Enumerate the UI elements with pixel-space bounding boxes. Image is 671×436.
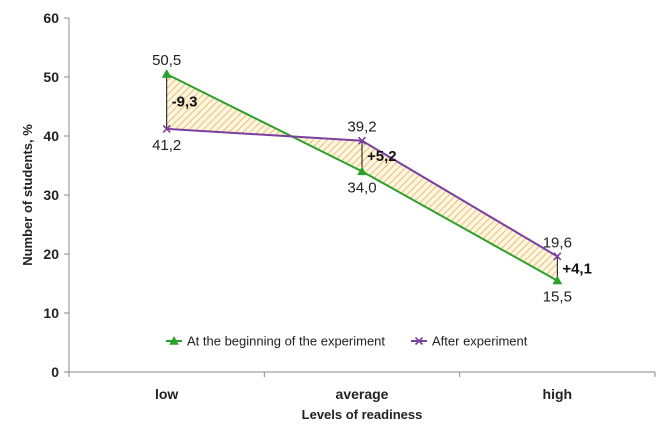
legend-marker-x-stroke-b <box>414 336 424 346</box>
series-1-point <box>357 166 367 176</box>
series-2-point-stroke-b <box>553 252 562 261</box>
y-tick-label: 60 <box>43 10 59 26</box>
series-2-data-label: 41,2 <box>152 137 181 154</box>
series-1-point <box>161 69 172 78</box>
legend-marker-triangle <box>169 335 179 345</box>
difference-label: -9,3 <box>172 93 198 110</box>
legend-label: At the beginning of the experiment <box>187 334 385 349</box>
x-category-label: low <box>155 386 178 402</box>
difference-area <box>166 74 558 281</box>
y-tick-label: 50 <box>43 69 59 85</box>
legend-marker-x <box>414 336 424 346</box>
series-1-point <box>552 275 563 285</box>
series-1-data-label: 15,5 <box>543 289 572 306</box>
y-tick-label: 0 <box>51 364 59 380</box>
legend-label: After experiment <box>432 334 528 349</box>
series-1-data-label: 34,0 <box>347 179 376 196</box>
series-2-point-stroke-b <box>357 136 367 145</box>
series-2-point <box>553 252 562 261</box>
series-2-point <box>162 124 171 133</box>
legend-item-2: After experiment <box>411 334 528 349</box>
series-2-point <box>357 136 367 145</box>
y-axis-title: Number of students, % <box>20 124 35 266</box>
legend-item-1: At the beginning of the experiment <box>166 334 385 349</box>
series-2-data-label: 19,6 <box>543 234 572 251</box>
y-tick-label: 30 <box>43 187 59 203</box>
x-category-label: high <box>543 386 573 402</box>
series-2-data-label: 39,2 <box>347 119 376 136</box>
x-axis-title: Levels of readiness <box>302 407 423 422</box>
y-tick-label: 10 <box>43 305 59 321</box>
difference-label: +5,2 <box>367 148 397 165</box>
x-category-label: average <box>336 386 389 402</box>
y-tick-label: 40 <box>43 128 59 144</box>
difference-label: +4,1 <box>562 260 592 277</box>
y-tick-label: 20 <box>43 246 59 262</box>
series-2-point-stroke-b <box>162 124 171 133</box>
series-1-data-label: 50,5 <box>152 52 181 69</box>
